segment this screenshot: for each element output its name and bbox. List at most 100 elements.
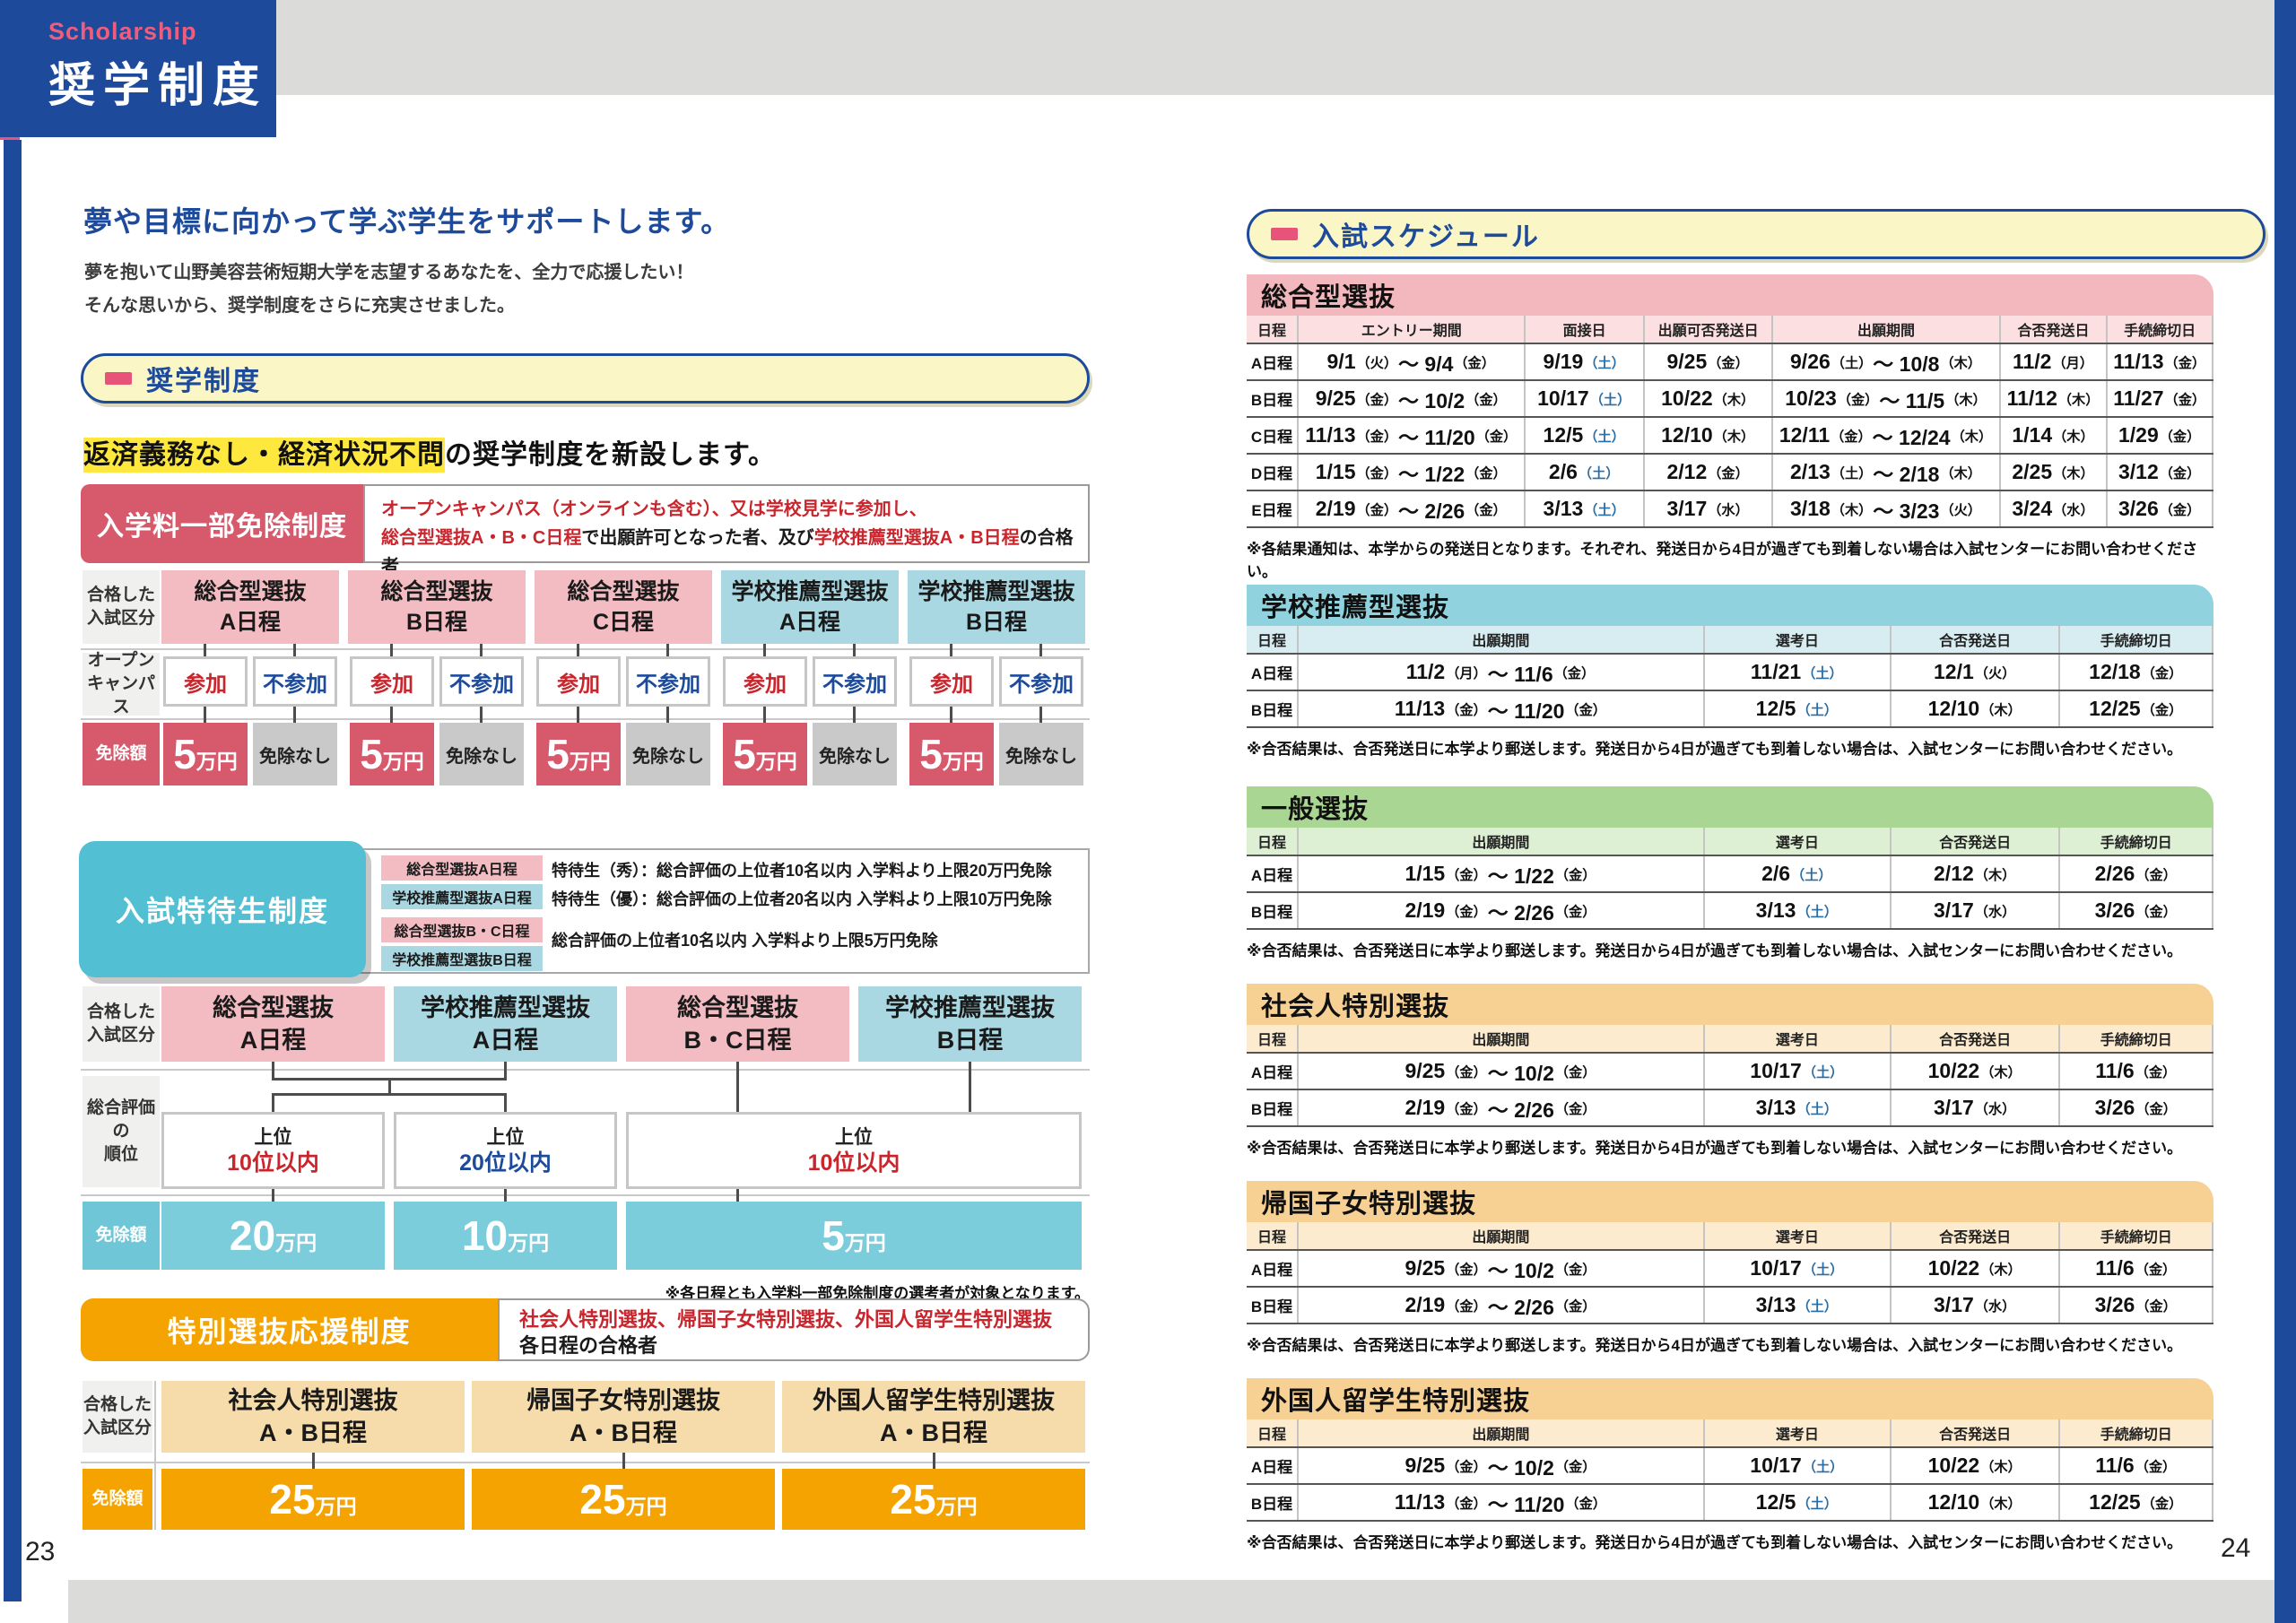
connector-line: [272, 1062, 274, 1081]
table-cell: 10/22 （木）: [1889, 1054, 2059, 1089]
connector-line: [504, 1062, 507, 1081]
table-row: E日程 2/19 （金）～ 2/26 （金） 3/13 （土） 3/17 （水） 3/18 （木）…: [1247, 491, 2213, 528]
special-desc-red: 社会人特別選抜、帰国子女特別選抜、外国人留学生特別選抜: [519, 1308, 1053, 1331]
table-cell: A日程: [1250, 1262, 1293, 1279]
table-cell: B日程: [1250, 1101, 1293, 1118]
no-exemption-box: 免除なし: [999, 723, 1083, 785]
lead-sentence: 返済義務なし・経済状況不問の奨学制度を新設します。: [83, 432, 776, 473]
fee-desc-segment: 総合型選抜A・B・C日程: [381, 528, 582, 548]
connector-line: [577, 644, 579, 656]
no-exemption-box: 免除なし: [439, 723, 524, 785]
table-header-row: 日程 エントリー期間 面接日 出願可否発送日 出願期間 合否発送日 手続締切日: [1247, 316, 2213, 344]
table-cell: E日程: [1251, 502, 1292, 519]
table-header-cell: 手続締切日: [2058, 1025, 2213, 1052]
connector-line: [272, 1093, 274, 1112]
exemption-amount-box: 25万円: [472, 1469, 775, 1530]
table-cell: 3/24 （水）: [1998, 491, 2107, 526]
participate-box: 参加: [536, 656, 621, 707]
table-header-cell: 手続締切日: [2058, 626, 2213, 653]
table-header-cell: 日程: [1257, 1428, 1287, 1443]
badge-dash-icon: [105, 372, 132, 385]
connector-line: [204, 707, 206, 723]
exam-tag: 学校推薦型選抜B日程: [381, 946, 543, 971]
special-diagram: 合格した 入試区分 免除額 社会人特別選抜 A・B日程 25万円 帰国子女特別選抜 A・B日程…: [81, 1381, 1090, 1533]
schedule-table-4: 社会人特別選抜 日程 出願期間 選考日 合否発送日 手続締切日 A日程 9/25 （金）～ 10…: [1247, 984, 2213, 1158]
exemption-amount-box: 5万円: [909, 723, 994, 785]
page-number-left: 23: [25, 1537, 56, 1567]
connector-line: [390, 644, 393, 656]
table-cell: 10/17 （土）: [1702, 1054, 1890, 1089]
table-title-band: 帰国子女特別選抜: [1247, 1181, 2213, 1222]
table-header-cell: 合否発送日: [1889, 1025, 2059, 1052]
table-note: ※合否結果は、合否発送日に本学より郵送します。発送日から4日が過ぎても到着しない…: [1247, 1337, 2183, 1354]
table-cell: 12/18 （金）: [2058, 655, 2213, 690]
table-cell: 2/19 （金）～ 2/26 （金）: [1297, 1090, 1703, 1125]
table-header-cell: 出願期間: [1771, 316, 1998, 343]
section-badge-label: 入試スケジュール: [1312, 222, 1540, 252]
table-cell: 12/5 （土）: [1702, 691, 1890, 726]
exam-column-header: 外国人留学生特別選抜 A・B日程: [782, 1381, 1085, 1453]
table-header-cell: 手続締切日: [2058, 1222, 2213, 1249]
exam-column-header: 社会人特別選抜 A・B日程: [161, 1381, 465, 1453]
fee-exemption-desc: オープンキャンパス（オンラインも含む）、又は学校見学に参加し、 総合型選抜A・B…: [363, 484, 1090, 577]
table-row: A日程 9/1 （火）～ 9/4 （金） 9/19 （土） 9/25 （金） 9/26 （土）～ …: [1247, 344, 2213, 381]
table-cell: 3/13 （土）: [1524, 491, 1643, 526]
table-note: ※合否結果は、合否発送日に本学より郵送します。発送日から4日が過ぎても到着しない…: [1247, 741, 2183, 758]
separator-line: [154, 1381, 156, 1530]
exemption-amount-box: 5万円: [163, 723, 248, 785]
exemption-amount-box: 5万円: [350, 723, 434, 785]
table-header-cell: 手続締切日: [2058, 1419, 2213, 1446]
table-cell: 11/12 （木）: [1998, 381, 2107, 416]
connector-line: [666, 707, 669, 723]
table-header-cell: 出願期間: [1297, 626, 1703, 653]
connector-line: [387, 1078, 391, 1095]
separator-line: [81, 1194, 1090, 1196]
table-cell: 11/2 （月）～ 11/6 （金）: [1297, 655, 1703, 690]
table-cell: A日程: [1250, 355, 1293, 372]
table-title-band: 総合型選抜: [1247, 274, 2213, 316]
rank-box: 上位 10位以内: [161, 1112, 385, 1189]
table-cell: 1/15 （金）～ 1/22 （金）: [1297, 856, 1703, 891]
table-row: B日程 11/13 （金）～ 11/20 （金） 12/5 （土） 12/10 （木） 12/2…: [1247, 691, 2213, 728]
table-header-row: 日程 出願期間 選考日 合否発送日 手続締切日: [1247, 1419, 2213, 1448]
separator-line: [81, 648, 1090, 650]
exam-column-header: 学校推薦型選抜 B日程: [908, 570, 1085, 644]
table-cell: 11/27 （金）: [2106, 381, 2213, 416]
section-badge-schedule: 入試スケジュール: [1247, 209, 2266, 259]
table-header-cell: 選考日: [1702, 1025, 1890, 1052]
row-label-amount: 免除額: [83, 1202, 160, 1270]
exemption-amount-box: 25万円: [161, 1469, 465, 1530]
table-cell: 3/26 （金）: [2058, 1288, 2213, 1323]
connector-line: [763, 707, 766, 723]
table-header-cell: 出願可否発送日: [1642, 316, 1771, 343]
scholar-benefit-line: 特待生（秀）：総合評価の上位者10名以内 入学料より上限20万円免除: [552, 862, 1052, 880]
page-title: 奨学制度: [48, 60, 268, 112]
table-cell: 12/25 （金）: [2058, 1485, 2213, 1520]
rank-box: 上位 20位以内: [394, 1112, 617, 1189]
connector-line: [950, 644, 952, 656]
row-label-category: 合格した 入試区分: [83, 986, 160, 1062]
table-cell: A日程: [1250, 1459, 1293, 1476]
exemption-amount-box: 25万円: [782, 1469, 1085, 1530]
table-cell: 12/10 （木）: [1642, 418, 1771, 453]
special-program-desc: 社会人特別選抜、帰国子女特別選抜、外国人留学生特別選抜 各日程の合格者: [498, 1298, 1090, 1361]
scholar-program-title: 入試特待生制度: [79, 841, 366, 977]
table-header-cell: 面接日: [1524, 316, 1643, 343]
table-cell: 10/17 （土）: [1524, 381, 1643, 416]
table-cell: 3/18 （木）～ 3/23 （火）: [1771, 491, 1998, 526]
exam-tag: 総合型選抜A日程: [381, 855, 543, 881]
table-cell: B日程: [1250, 904, 1293, 921]
table-cell: 11/13 （金）～ 11/20 （金）: [1297, 418, 1524, 453]
connector-line: [272, 1189, 274, 1202]
table-row: B日程 9/25 （金）～ 10/2 （金） 10/17 （土） 10/22 （木） 10/23…: [1247, 381, 2213, 418]
table-cell: 9/25 （金）～ 10/2 （金）: [1297, 1448, 1703, 1483]
table-header-cell: エントリー期間: [1297, 316, 1524, 343]
participate-box: 参加: [350, 656, 434, 707]
table-cell: B日程: [1250, 1298, 1293, 1315]
table-cell: 11/21 （土）: [1702, 655, 1890, 690]
table-cell: 11/6 （金）: [2058, 1054, 2213, 1089]
table-cell: 2/12 （金）: [1642, 455, 1771, 490]
table-header-cell: 合否発送日: [1889, 828, 2059, 855]
